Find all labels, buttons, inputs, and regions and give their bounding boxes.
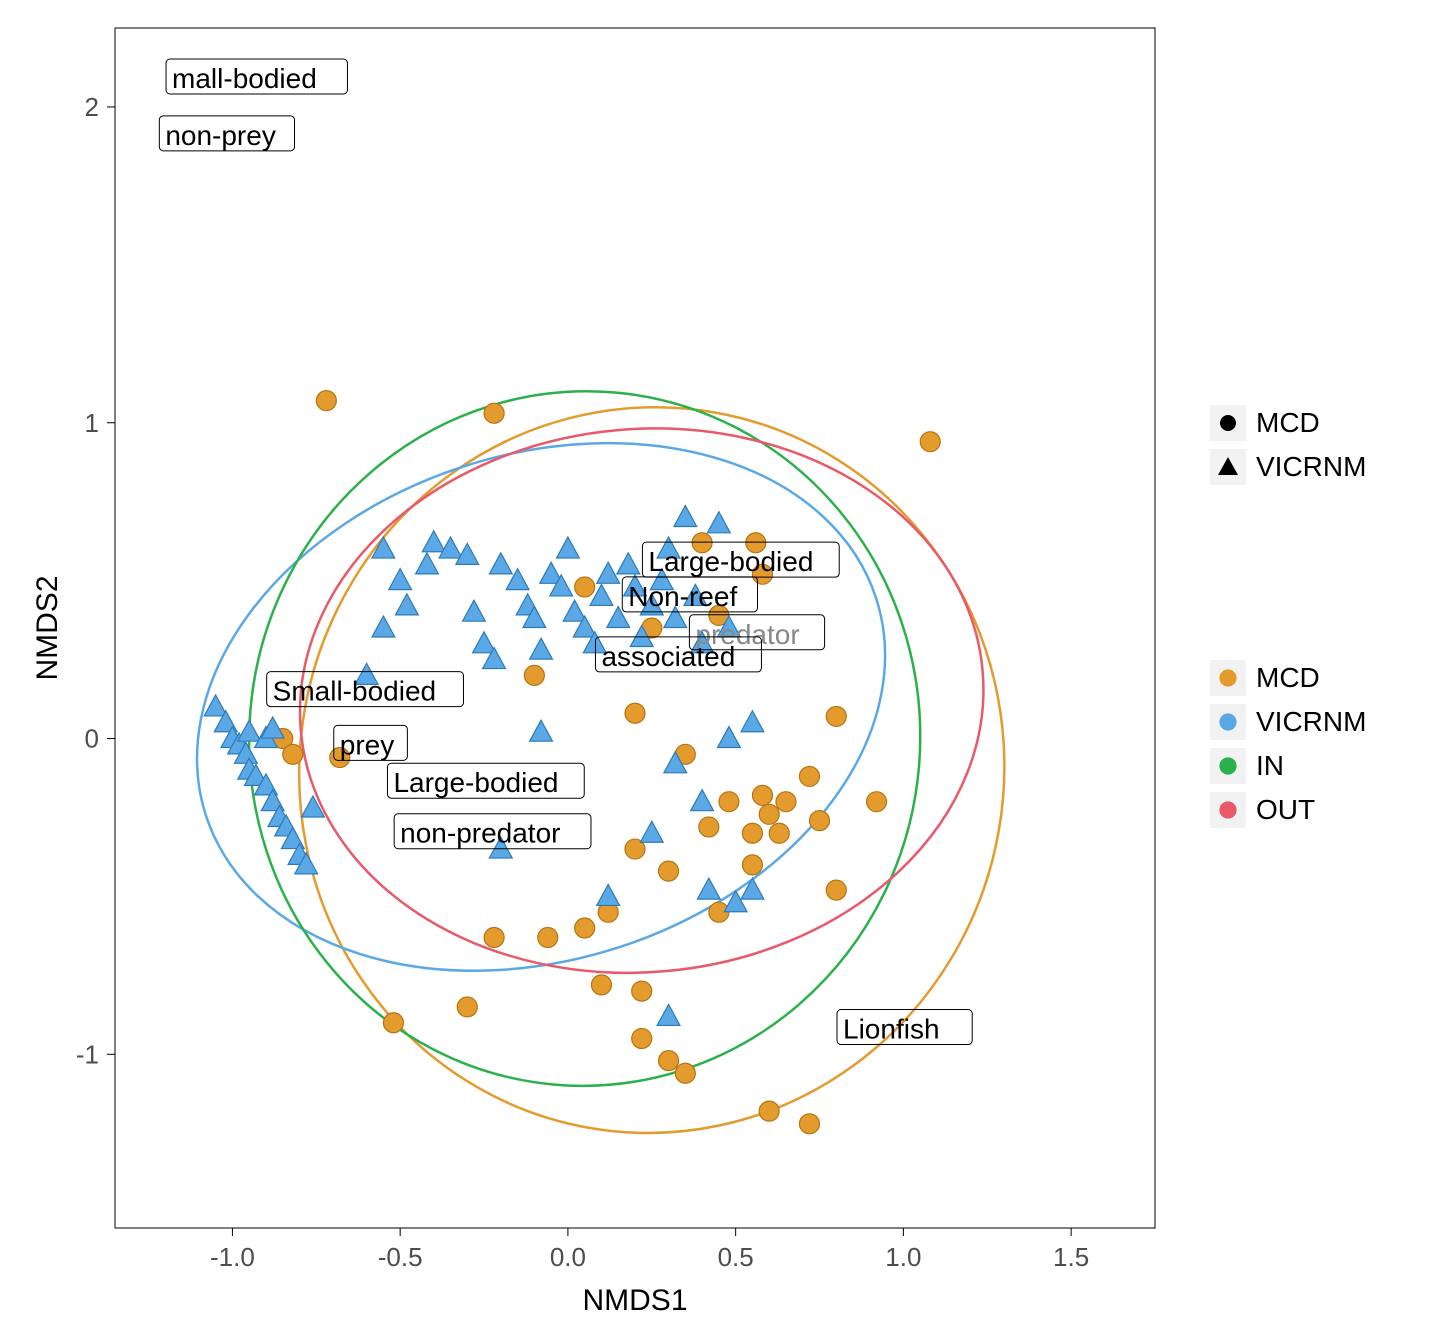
x-tick-label: -0.5 bbox=[378, 1242, 423, 1272]
legend-label: IN bbox=[1256, 750, 1284, 782]
chart-container: mall-bodied non-prey Large-bodied Non-reef p… bbox=[0, 0, 1440, 1344]
legend-shape-item: MCD bbox=[1210, 405, 1366, 441]
point-mcd bbox=[484, 927, 504, 947]
circle-icon bbox=[1210, 704, 1246, 740]
point-mcd bbox=[752, 785, 772, 805]
annotation-label: Lionfish bbox=[843, 1014, 940, 1045]
point-mcd bbox=[769, 823, 789, 843]
point-mcd bbox=[659, 1051, 679, 1071]
x-tick-label: 1.5 bbox=[1053, 1242, 1089, 1272]
point-mcd bbox=[632, 981, 652, 1001]
point-mcd bbox=[659, 861, 679, 881]
legend-shape: MCD VICRNM bbox=[1210, 405, 1366, 493]
triangle-icon bbox=[1210, 449, 1246, 485]
point-mcd bbox=[719, 792, 739, 812]
y-tick-label: 0 bbox=[85, 724, 99, 754]
annotation-label: non-predator bbox=[400, 818, 560, 849]
point-mcd bbox=[799, 1114, 819, 1134]
circle-icon bbox=[1210, 748, 1246, 784]
point-mcd bbox=[826, 706, 846, 726]
point-mcd bbox=[575, 918, 595, 938]
y-tick-label: -1 bbox=[76, 1039, 99, 1069]
annotation-label: Large-bodied bbox=[648, 546, 813, 577]
annotation-label: non-prey bbox=[165, 120, 276, 151]
legend-label: VICRNM bbox=[1256, 451, 1366, 483]
legend-color-item: IN bbox=[1210, 748, 1366, 784]
circle-icon bbox=[1210, 405, 1246, 441]
point-mcd bbox=[759, 804, 779, 824]
point-mcd bbox=[699, 817, 719, 837]
annotation-label: Large-bodied bbox=[393, 767, 558, 798]
point-mcd bbox=[867, 792, 887, 812]
legend-color-item: OUT bbox=[1210, 792, 1366, 828]
annotation-label: prey bbox=[340, 729, 394, 760]
point-mcd bbox=[283, 744, 303, 764]
point-mcd bbox=[383, 1013, 403, 1033]
point-mcd bbox=[675, 1063, 695, 1083]
y-axis-label: NMDS2 bbox=[31, 575, 64, 680]
point-mcd bbox=[776, 792, 796, 812]
point-mcd bbox=[759, 1101, 779, 1121]
x-tick-label: 0.0 bbox=[550, 1242, 586, 1272]
point-mcd bbox=[742, 855, 762, 875]
x-tick-label: -1.0 bbox=[210, 1242, 255, 1272]
point-mcd bbox=[538, 927, 558, 947]
legend-color-item: VICRNM bbox=[1210, 704, 1366, 740]
point-mcd bbox=[810, 811, 830, 831]
x-tick-label: 1.0 bbox=[885, 1242, 921, 1272]
point-mcd bbox=[625, 703, 645, 723]
point-mcd bbox=[632, 1029, 652, 1049]
annotation-label: Non-reef bbox=[628, 581, 737, 612]
annotation-label: Small-bodied bbox=[273, 676, 436, 707]
point-mcd bbox=[799, 766, 819, 786]
circle-icon bbox=[1210, 792, 1246, 828]
point-mcd bbox=[484, 403, 504, 423]
legend-color-item: MCD bbox=[1210, 660, 1366, 696]
legend-label: VICRNM bbox=[1256, 706, 1366, 738]
circle-icon bbox=[1210, 660, 1246, 696]
point-mcd bbox=[591, 975, 611, 995]
annotation-label: mall-bodied bbox=[172, 63, 317, 94]
point-mcd bbox=[524, 665, 544, 685]
y-tick-label: 2 bbox=[85, 92, 99, 122]
legend-label: OUT bbox=[1256, 794, 1315, 826]
point-mcd bbox=[457, 997, 477, 1017]
legend-label: MCD bbox=[1256, 407, 1320, 439]
point-mcd bbox=[316, 391, 336, 411]
x-tick-label: 0.5 bbox=[718, 1242, 754, 1272]
point-mcd bbox=[920, 432, 940, 452]
y-tick-label: 1 bbox=[85, 408, 99, 438]
point-mcd bbox=[575, 577, 595, 597]
x-axis-label: NMDS1 bbox=[582, 1284, 687, 1317]
legend-shape-item: VICRNM bbox=[1210, 449, 1366, 485]
legend-label: MCD bbox=[1256, 662, 1320, 694]
annotation-label: associated bbox=[601, 641, 735, 672]
point-mcd bbox=[826, 880, 846, 900]
point-mcd bbox=[742, 823, 762, 843]
legend-color: MCD VICRNM IN OUT bbox=[1210, 660, 1366, 836]
